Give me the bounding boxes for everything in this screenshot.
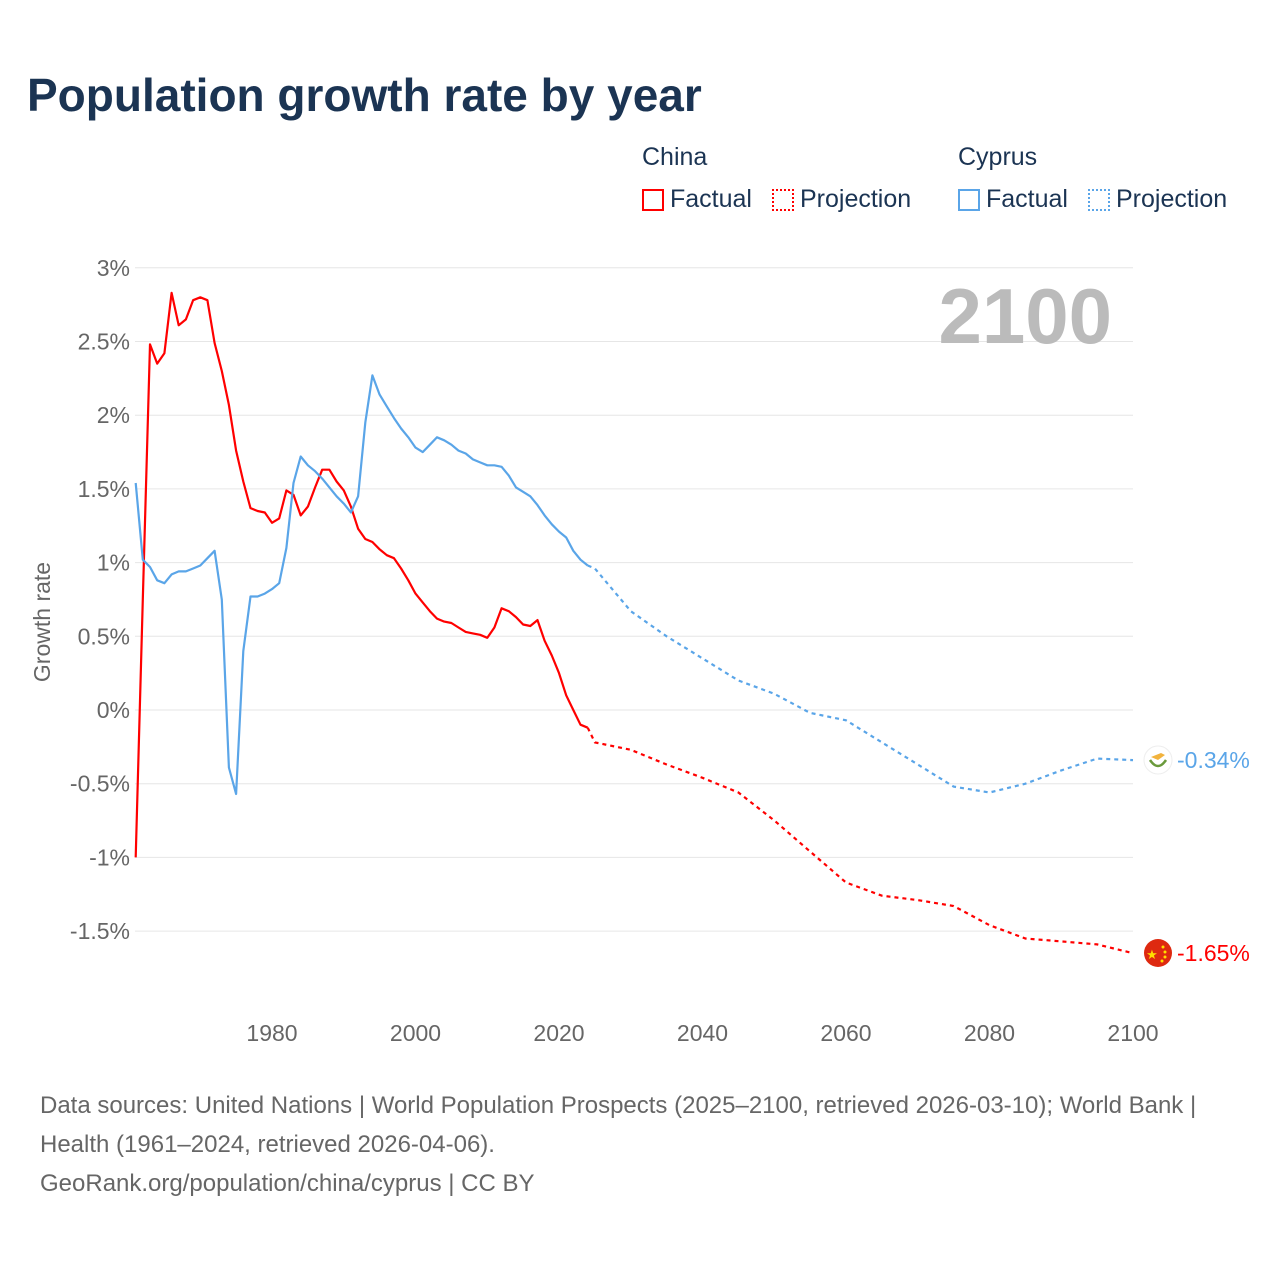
y-tick-label: -0.5% (70, 771, 130, 797)
y-tick-label: 1% (97, 550, 130, 576)
y-tick-label: -1.5% (70, 918, 130, 944)
legend-cyprus-projection[interactable]: Projection (1087, 185, 1228, 214)
chart-title: Population growth rate by year (27, 69, 702, 121)
y-tick-label: 1.5% (78, 476, 130, 502)
legend-china-factual[interactable]: Factual (642, 185, 752, 214)
x-tick-label: 2080 (964, 1020, 1015, 1046)
legend-swatch-solid (958, 188, 980, 211)
legend-china-projection[interactable]: Projection (771, 185, 912, 214)
legend-china-title: China (642, 143, 708, 171)
china-flag-icon: ★ (1144, 939, 1172, 967)
y-tick-label: 2% (97, 402, 130, 428)
legend-cyprus-title: Cyprus (958, 143, 1038, 171)
cyprus-projection-line (587, 564, 1134, 794)
legend-cyprus-factual[interactable]: Factual (958, 185, 1068, 214)
legend-swatch-dotted (771, 188, 794, 211)
y-tick-label: 0% (97, 697, 130, 723)
source-link[interactable]: GeoRank.org/population/china/cyprus | CC… (40, 1170, 535, 1197)
legend-label: Factual (986, 185, 1068, 213)
data-sources: Data sources: United Nations | World Pop… (40, 1092, 1197, 1158)
y-axis-label: Growth rate (29, 562, 55, 682)
cyprus-factual-line (134, 374, 589, 796)
legend-cyprus: Cyprus Factual Projection (958, 143, 1241, 214)
x-tick-label: 2100 (1107, 1020, 1158, 1046)
cyprus-end-label: -0.34% (1177, 747, 1250, 773)
x-tick-label: 2040 (677, 1020, 728, 1046)
china-end-label: -1.65% (1177, 940, 1250, 966)
y-tick-label: 3% (97, 255, 130, 281)
y-tick-label: 2.5% (78, 329, 130, 355)
legend-swatch-dotted (1087, 188, 1110, 211)
y-tick-label: 0.5% (78, 623, 130, 649)
x-tick-label: 2020 (533, 1020, 584, 1046)
y-tick-label: -1% (89, 844, 130, 870)
china-projection-line (586, 727, 1134, 955)
china-factual-line (134, 291, 589, 858)
legend-china: China Factual Projection (642, 143, 925, 214)
svg-text:★: ★ (1146, 947, 1158, 962)
year-watermark: 2100 (938, 272, 1112, 360)
x-tick-label: 2060 (820, 1020, 871, 1046)
footer: Data sources: United Nations | World Pop… (40, 1086, 1240, 1203)
legend-label: Projection (799, 185, 912, 213)
legend-swatch-solid (642, 188, 664, 211)
x-tick-label: 1980 (246, 1020, 297, 1046)
legend-label: Projection (1115, 185, 1228, 213)
x-tick-label: 2000 (390, 1020, 441, 1046)
cyprus-flag-icon (1143, 745, 1173, 775)
legend-label: Factual (670, 185, 752, 213)
